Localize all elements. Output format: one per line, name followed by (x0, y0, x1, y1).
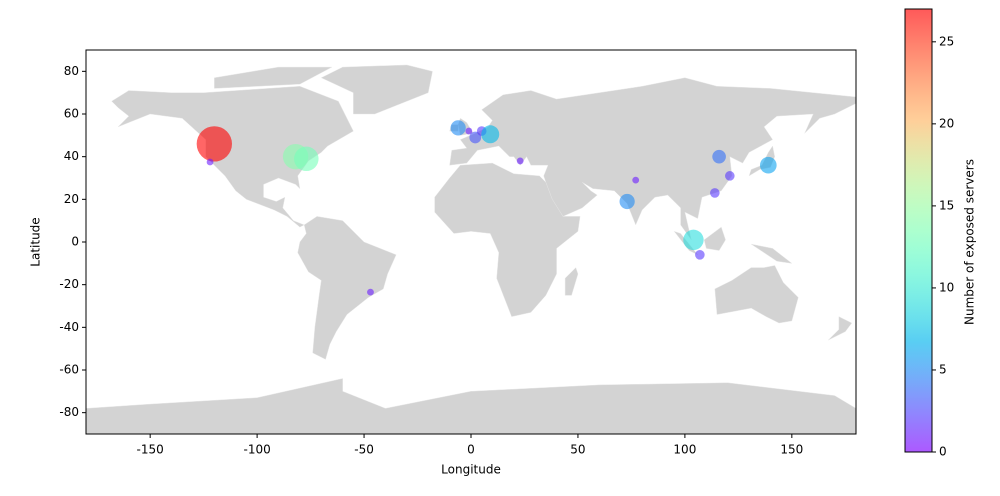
antarctica (86, 378, 856, 434)
colorbar-tick-label: 5 (939, 362, 947, 376)
colorbar-label: Number of exposed servers (963, 159, 977, 325)
point (481, 125, 500, 144)
y-tick-label: 0 (71, 235, 79, 249)
new-zealand (828, 316, 853, 341)
x-axis-label: Longitude (441, 463, 501, 477)
y-tick-label: 20 (64, 192, 79, 206)
y-tick-label: 40 (64, 149, 79, 163)
point (712, 149, 726, 164)
new-guinea (751, 243, 793, 264)
point (683, 229, 704, 251)
y-tick-label: -20 (59, 277, 79, 291)
point (724, 171, 735, 181)
x-tick-label: -50 (354, 443, 374, 457)
point (465, 127, 473, 135)
y-tick-label: -40 (59, 320, 79, 334)
point (759, 156, 777, 174)
africa (434, 162, 581, 317)
colorbar-tick-label: 10 (939, 280, 954, 294)
south-america (297, 216, 397, 360)
x-tick-label: 100 (673, 443, 696, 457)
x-tick-label: 50 (570, 443, 585, 457)
point (695, 249, 705, 260)
x-tick-label: 150 (780, 443, 803, 457)
point (516, 157, 524, 165)
y-axis-label: Latitude (29, 217, 43, 266)
y-tick-label: 60 (64, 107, 79, 121)
colorbar-tick-label: 15 (939, 198, 954, 212)
y-tick-label: -60 (59, 363, 79, 377)
point (294, 146, 319, 172)
points (196, 120, 777, 296)
colorbar-tick-label: 0 (939, 445, 947, 459)
point (450, 120, 466, 136)
point (632, 176, 640, 184)
greenland (320, 64, 433, 115)
point (367, 288, 374, 296)
colorbar-tick-label: 20 (939, 116, 954, 130)
colorbar-tick-label: 25 (939, 34, 954, 48)
point (196, 126, 233, 162)
point (206, 158, 214, 166)
point (710, 188, 720, 198)
australia (714, 265, 799, 324)
point (469, 131, 482, 144)
borneo (703, 226, 726, 251)
x-tick-label: -150 (137, 443, 164, 457)
map (86, 64, 856, 434)
point (619, 193, 635, 210)
eurasia (449, 77, 856, 240)
y-tick-label: 80 (64, 64, 79, 78)
x-tick-label: -100 (243, 443, 270, 457)
colorbar (904, 8, 933, 453)
y-tick-label: -80 (59, 405, 79, 419)
arctic-islands (214, 66, 333, 89)
x-tick-label: 0 (467, 443, 475, 457)
madagascar (564, 267, 579, 296)
